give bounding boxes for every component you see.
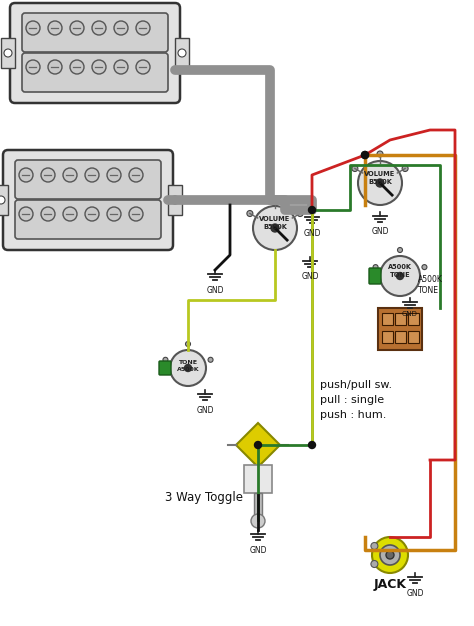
Text: GND: GND [303, 229, 321, 238]
Circle shape [92, 60, 106, 74]
Circle shape [85, 207, 99, 221]
Circle shape [352, 165, 358, 172]
Circle shape [371, 543, 378, 550]
Text: GND: GND [196, 406, 214, 415]
Circle shape [63, 168, 77, 182]
Circle shape [26, 60, 40, 74]
Circle shape [422, 265, 427, 270]
Circle shape [380, 256, 420, 296]
Bar [395, 331, 406, 343]
Circle shape [19, 168, 33, 182]
Text: TONE
A500K: TONE A500K [177, 361, 199, 372]
Circle shape [48, 21, 62, 35]
Circle shape [171, 196, 179, 204]
Circle shape [129, 207, 143, 221]
Circle shape [114, 21, 128, 35]
Text: GND: GND [402, 311, 418, 317]
Text: 3 Way Toggle: 3 Way Toggle [165, 491, 243, 503]
Text: VOLUME
B500K: VOLUME B500K [259, 216, 291, 230]
Bar [1, 38, 15, 68]
Circle shape [114, 60, 128, 74]
Bar [254, 493, 262, 515]
FancyBboxPatch shape [22, 13, 168, 52]
Bar [395, 313, 406, 325]
Circle shape [398, 247, 402, 252]
Text: VOLUME
B500K: VOLUME B500K [365, 172, 396, 185]
Text: A500K
TONE: A500K TONE [388, 264, 412, 278]
FancyBboxPatch shape [22, 53, 168, 92]
Circle shape [178, 49, 186, 57]
Text: GND: GND [371, 227, 389, 236]
Circle shape [371, 560, 378, 568]
Circle shape [92, 21, 106, 35]
Circle shape [70, 60, 84, 74]
Circle shape [309, 441, 316, 448]
Circle shape [372, 537, 408, 573]
Text: GND: GND [406, 589, 424, 598]
Circle shape [63, 207, 77, 221]
Circle shape [272, 196, 278, 202]
Circle shape [26, 21, 40, 35]
Bar [378, 308, 422, 350]
Circle shape [184, 364, 191, 371]
Circle shape [402, 165, 408, 172]
Circle shape [396, 272, 403, 279]
Bar [0, 185, 8, 215]
Circle shape [70, 21, 84, 35]
Circle shape [41, 168, 55, 182]
Circle shape [136, 21, 150, 35]
Circle shape [362, 151, 368, 158]
Circle shape [163, 357, 168, 362]
FancyBboxPatch shape [369, 268, 381, 284]
Circle shape [41, 207, 55, 221]
Circle shape [251, 514, 265, 528]
Circle shape [4, 49, 12, 57]
Circle shape [170, 350, 206, 386]
FancyBboxPatch shape [15, 160, 161, 199]
Circle shape [85, 168, 99, 182]
Circle shape [247, 210, 253, 217]
FancyBboxPatch shape [10, 3, 180, 103]
Circle shape [107, 168, 121, 182]
FancyBboxPatch shape [3, 150, 173, 250]
Circle shape [48, 60, 62, 74]
Bar [408, 313, 419, 325]
Circle shape [185, 342, 191, 347]
Text: push/pull sw.
pull : single
push : hum.: push/pull sw. pull : single push : hum. [320, 380, 392, 419]
Bar [382, 331, 393, 343]
Circle shape [376, 179, 384, 187]
Circle shape [373, 265, 378, 270]
Circle shape [309, 207, 316, 213]
Circle shape [386, 551, 394, 559]
Text: JACK: JACK [374, 578, 407, 591]
Circle shape [297, 210, 303, 217]
FancyBboxPatch shape [15, 200, 161, 239]
Circle shape [380, 545, 400, 565]
Circle shape [255, 441, 262, 448]
Circle shape [208, 357, 213, 362]
Bar [244, 465, 272, 493]
Text: A500K
TONE: A500K TONE [418, 275, 443, 295]
Circle shape [253, 206, 297, 250]
Circle shape [358, 161, 402, 205]
Text: GND: GND [301, 272, 319, 281]
FancyBboxPatch shape [159, 361, 171, 375]
Circle shape [19, 207, 33, 221]
Bar [168, 185, 182, 215]
Circle shape [271, 224, 279, 232]
Circle shape [107, 207, 121, 221]
Circle shape [129, 168, 143, 182]
Circle shape [136, 60, 150, 74]
Text: GND: GND [249, 546, 267, 555]
Polygon shape [236, 423, 280, 467]
Bar [408, 331, 419, 343]
Text: GND: GND [206, 286, 224, 295]
Circle shape [362, 151, 368, 158]
Bar [382, 313, 393, 325]
Circle shape [0, 196, 5, 204]
Bar [175, 38, 189, 68]
Circle shape [377, 151, 383, 157]
